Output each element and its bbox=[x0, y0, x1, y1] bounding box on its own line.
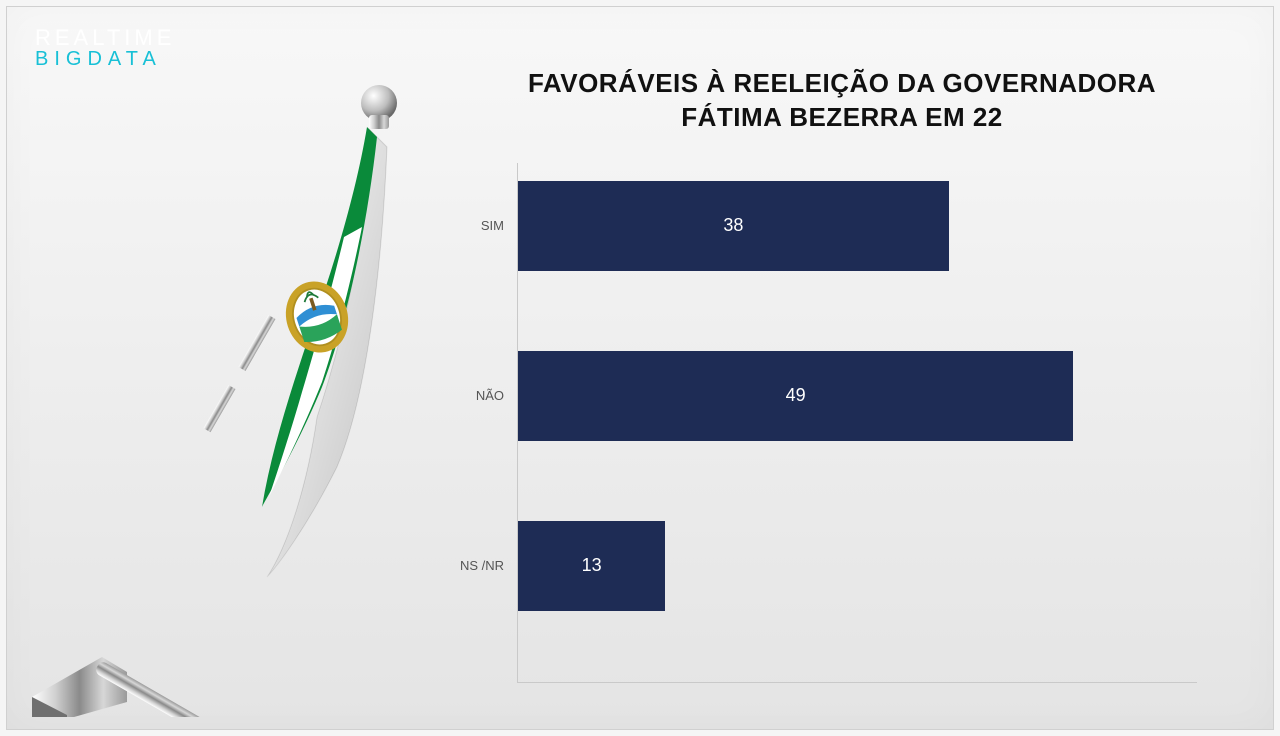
chart-title: FAVORÁVEIS À REELEIÇÃO DA GOVERNADORA FÁ… bbox=[447, 67, 1237, 135]
bar-label: SIM bbox=[448, 218, 518, 233]
slide-background: REALTIME BIGDATA bbox=[6, 6, 1274, 730]
flag-illustration bbox=[17, 67, 447, 717]
brand-line2: BIGDATA bbox=[35, 49, 175, 69]
bar: 13 bbox=[518, 521, 665, 611]
bar-row: NÃO49 bbox=[518, 351, 1073, 441]
bar-row: NS /NR13 bbox=[518, 521, 665, 611]
bar: 49 bbox=[518, 351, 1073, 441]
brand-line1: REALTIME bbox=[35, 27, 175, 49]
chart-title-line2: FÁTIMA BEZERRA EM 22 bbox=[681, 102, 1003, 132]
bar-label: NS /NR bbox=[448, 558, 518, 573]
bar-value: 38 bbox=[723, 215, 743, 236]
chart-plot-area: SIM38 NÃO49 NS /NR13 bbox=[517, 163, 1197, 683]
reelection-chart: FAVORÁVEIS À REELEIÇÃO DA GOVERNADORA FÁ… bbox=[447, 67, 1237, 683]
brand-logo: REALTIME BIGDATA bbox=[35, 27, 175, 69]
chart-title-line1: FAVORÁVEIS À REELEIÇÃO DA GOVERNADORA bbox=[528, 68, 1156, 98]
bar: 38 bbox=[518, 181, 949, 271]
flag-cloth bbox=[262, 127, 387, 577]
bar-label: NÃO bbox=[448, 388, 518, 403]
bar-value: 13 bbox=[582, 555, 602, 576]
bar-value: 49 bbox=[786, 385, 806, 406]
bar-row: SIM38 bbox=[518, 181, 949, 271]
